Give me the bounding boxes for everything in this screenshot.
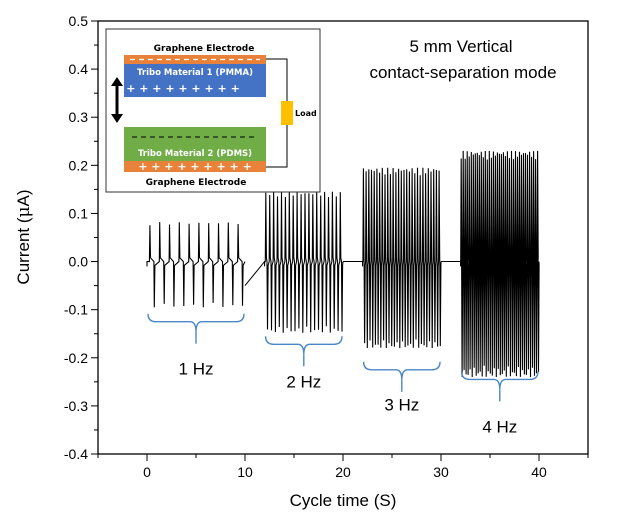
- frequency-label: 3 Hz: [384, 396, 419, 415]
- x-tick-label: 40: [531, 464, 547, 480]
- y-tick-label: 0.0: [69, 254, 89, 270]
- y-axis-title-mu: μ: [14, 206, 34, 217]
- trace-4-hz: [460, 150, 540, 378]
- trace-1-hz: [146, 222, 246, 308]
- y-tick-label: 0.3: [69, 109, 89, 125]
- y-axis-title-b: A): [14, 189, 33, 206]
- x-tick-label: 0: [143, 464, 151, 480]
- annotation-line-2: contact-separation mode: [369, 63, 556, 82]
- material-2-layer: [124, 127, 266, 161]
- top-electrode-label: Graphene Electrode: [154, 44, 255, 54]
- double-arrow-icon: [111, 77, 123, 123]
- bracket: [362, 361, 441, 380]
- y-axis-title: Current (μA): [14, 189, 34, 284]
- y-tick-label: -0.1: [64, 302, 88, 318]
- y-tick-label: 0.5: [69, 13, 89, 29]
- load-label: Load: [295, 109, 317, 118]
- bracket: [147, 313, 245, 332]
- y-axis-title-a: Current (: [14, 217, 33, 284]
- material-2-label: Tribo Material 2 (PDMS): [138, 149, 252, 159]
- x-tick-label: 20: [335, 464, 351, 480]
- annotation-line-1: 5 mm Vertical: [410, 37, 513, 56]
- axis-ticks: [91, 20, 589, 461]
- axis-tick-labels: 0 10 20 30 40 -0.4 -0.3 -0.2 -0.1 0.0 0.1 0.2 0.3 0.4…: [64, 13, 547, 480]
- frequency-brackets: 1 Hz 2 Hz 3 Hz 4 Hz: [147, 313, 539, 436]
- trace-gap-link: [244, 261, 265, 286]
- circuit-wire-top: [266, 58, 288, 101]
- y-tick-label: 0.2: [69, 157, 89, 173]
- frequency-label: 2 Hz: [286, 373, 321, 392]
- y-tick-label: 0.4: [69, 61, 89, 77]
- material-1-layer: [124, 64, 266, 97]
- bottom-electrode-charges: + + + + + + + + +: [138, 160, 252, 173]
- circuit-wire-bottom: [266, 125, 288, 168]
- trace-3-hz: [362, 167, 442, 349]
- bottom-electrode-layer: [124, 161, 266, 172]
- y-tick-label: -0.2: [64, 350, 88, 366]
- y-tick-label: 0.1: [69, 205, 89, 221]
- y-tick-label: -0.4: [64, 446, 88, 462]
- load-resistor: [281, 101, 293, 125]
- y-tick-label: -0.3: [64, 398, 88, 414]
- bottom-electrode-label: Graphene Electrode: [146, 178, 247, 188]
- material-1-charges: + + + + + + + + +: [126, 82, 240, 95]
- material-1-label: Tribo Material 1 (PMMA): [137, 68, 253, 78]
- device-schematic-inset: Graphene Electrode Tribo Material 1 (PMM…: [105, 28, 321, 193]
- trace-2-hz: [264, 191, 344, 333]
- x-tick-label: 30: [433, 464, 449, 480]
- signal-traces: [146, 150, 540, 378]
- x-axis-title: Cycle time (S): [290, 491, 397, 510]
- frequency-label: 4 Hz: [482, 417, 517, 436]
- frequency-label: 1 Hz: [179, 360, 214, 379]
- bracket: [264, 336, 343, 355]
- x-tick-label: 10: [237, 464, 253, 480]
